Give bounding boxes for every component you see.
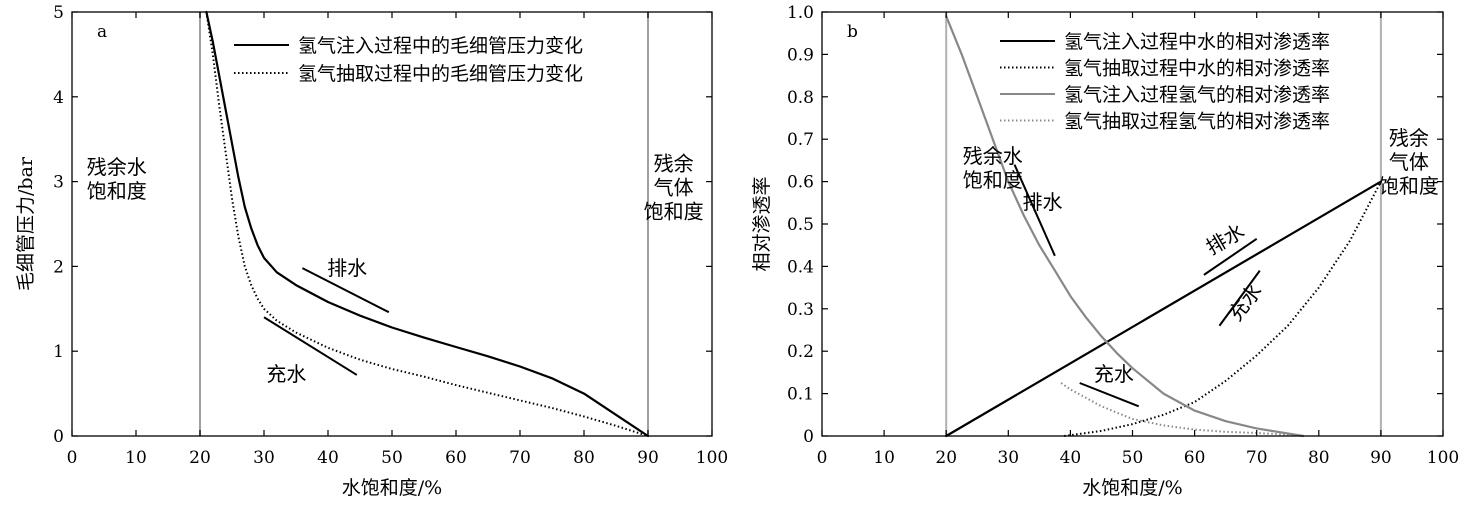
- y-tick-label: 0.4: [787, 257, 814, 277]
- legend-label: 氢气注入过程中的毛细管压力变化: [298, 35, 583, 57]
- x-tick-label: 30: [253, 448, 275, 468]
- x-tick-label: 60: [445, 448, 467, 468]
- annotation-label: 排水: [327, 256, 367, 280]
- y-tick-label: 0.2: [787, 342, 814, 362]
- series-line: [1060, 382, 1304, 437]
- x-tick-label: 50: [1122, 448, 1144, 468]
- y-tick-label: 0.1: [787, 385, 814, 405]
- y-tick-label: 0.9: [787, 45, 814, 65]
- x-axis-label: 水饱和度/%: [342, 477, 442, 499]
- annotation-label: 充水: [266, 362, 306, 386]
- x-tick-label: 40: [1060, 448, 1082, 468]
- x-tick-label: 80: [1308, 448, 1330, 468]
- series-line: [1064, 181, 1382, 437]
- annotation-line: [1203, 238, 1258, 276]
- x-tick-label: 70: [1246, 448, 1268, 468]
- annotation-label: 残余气体饱和度: [644, 151, 704, 223]
- x-tick-label: 20: [189, 448, 211, 468]
- x-tick-label: 100: [1427, 448, 1459, 468]
- legend-label: 氢气抽取过程中水的相对渗透率: [1064, 58, 1330, 80]
- annotation-line: [1218, 270, 1261, 327]
- x-tick-label: 10: [873, 448, 895, 468]
- x-tick-label: 10: [125, 448, 147, 468]
- annotation-label: 残余水饱和度: [963, 144, 1023, 192]
- x-tick-label: 70: [509, 448, 531, 468]
- annotation-line: [301, 267, 390, 314]
- legend-label: 氢气注入过程中水的相对渗透率: [1064, 31, 1330, 53]
- y-tick-label: 2: [53, 257, 64, 277]
- legend-label: 氢气抽取过程氢气的相对渗透率: [1064, 111, 1330, 133]
- x-axis-label: 水饱和度/%: [1082, 477, 1182, 499]
- annotation-line-text: 残余: [1389, 126, 1429, 150]
- y-axis-label: 相对渗透率: [751, 176, 773, 271]
- y-tick-label: 3: [53, 173, 64, 193]
- annotation-label: 充水: [1223, 279, 1267, 325]
- x-tick-label: 100: [696, 448, 728, 468]
- x-tick-label: 90: [1370, 448, 1392, 468]
- annotation-line-text: 饱和度: [1379, 174, 1439, 198]
- panel-label: a: [97, 22, 107, 42]
- y-tick-label: 0.5: [787, 215, 814, 235]
- annotation-line: [1013, 164, 1056, 257]
- x-tick-label: 50: [381, 448, 403, 468]
- y-tick-label: 0.3: [787, 300, 814, 320]
- x-tick-label: 20: [935, 448, 957, 468]
- series-line: [205, 11, 649, 437]
- series-line: [945, 180, 1383, 438]
- x-tick-label: 0: [817, 448, 828, 468]
- annotation-label: 充水: [1094, 362, 1134, 386]
- annotation-line: [263, 316, 358, 376]
- series-line: [945, 15, 1305, 438]
- x-tick-label: 0: [67, 448, 78, 468]
- series-line: [205, 10, 650, 438]
- y-tick-label: 0: [53, 427, 64, 447]
- x-tick-label: 40: [317, 448, 339, 468]
- y-tick-label: 0: [803, 427, 814, 447]
- annotation-line-text: 饱和度: [644, 199, 704, 223]
- annotation-line-text: 饱和度: [963, 168, 1023, 192]
- legend-label: 氢气注入过程氢气的相对渗透率: [1064, 84, 1330, 106]
- y-tick-label: 5: [53, 3, 64, 23]
- annotation-line: [1079, 382, 1140, 408]
- x-tick-label: 60: [1184, 448, 1206, 468]
- legend-label: 氢气抽取过程中的毛细管压力变化: [298, 63, 583, 85]
- x-tick-label: 80: [573, 448, 595, 468]
- annotation-line-text: 饱和度: [87, 179, 147, 203]
- y-tick-label: 0.7: [787, 130, 814, 150]
- annotation-line-text: 残余水: [963, 144, 1023, 168]
- y-tick-label: 0.6: [787, 173, 814, 193]
- y-tick-label: 0.8: [787, 88, 814, 108]
- panel-label: b: [847, 22, 858, 42]
- y-tick-label: 1.0: [787, 3, 814, 23]
- x-tick-label: 90: [637, 448, 659, 468]
- y-tick-label: 4: [53, 88, 64, 108]
- annotation-label: 残余水饱和度: [87, 155, 147, 203]
- annotation-line-text: 气体: [654, 175, 694, 199]
- annotation-line-text: 残余: [654, 151, 694, 175]
- y-axis-label: 毛细管压力/bar: [15, 156, 37, 291]
- annotation-label: 排水: [1202, 219, 1249, 260]
- annotation-line-text: 气体: [1389, 150, 1429, 174]
- annotation-line-text: 残余水: [87, 155, 147, 179]
- annotation-label: 残余气体饱和度: [1379, 126, 1439, 198]
- annotation-label: 排水: [1022, 190, 1062, 214]
- y-tick-label: 1: [53, 342, 64, 362]
- x-tick-label: 30: [997, 448, 1019, 468]
